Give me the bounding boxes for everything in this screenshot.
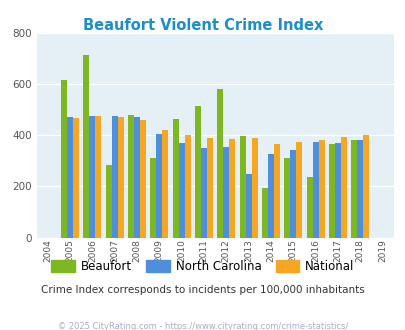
Bar xyxy=(194,106,200,238)
Bar xyxy=(273,144,279,238)
Bar xyxy=(356,140,362,238)
Bar xyxy=(312,143,318,238)
Bar xyxy=(162,130,168,238)
Bar xyxy=(229,139,235,238)
Bar xyxy=(200,148,207,238)
Bar xyxy=(128,115,134,238)
Bar xyxy=(261,188,267,238)
Bar xyxy=(362,135,369,238)
Bar xyxy=(207,138,213,238)
Bar xyxy=(217,89,223,238)
Bar xyxy=(61,80,67,238)
Bar xyxy=(156,134,162,238)
Legend: Beaufort, North Carolina, National: Beaufort, North Carolina, National xyxy=(47,255,358,278)
Bar xyxy=(150,158,156,238)
Bar xyxy=(105,165,111,238)
Bar xyxy=(290,150,296,238)
Bar xyxy=(239,136,245,238)
Text: Beaufort Violent Crime Index: Beaufort Violent Crime Index xyxy=(83,18,322,33)
Bar xyxy=(318,141,324,238)
Bar xyxy=(328,144,334,238)
Bar xyxy=(95,115,101,238)
Bar xyxy=(140,120,146,238)
Bar xyxy=(184,135,190,238)
Bar xyxy=(267,154,273,238)
Bar xyxy=(111,116,117,238)
Bar xyxy=(134,117,140,238)
Bar xyxy=(334,144,340,238)
Text: Crime Index corresponds to incidents per 100,000 inhabitants: Crime Index corresponds to incidents per… xyxy=(41,285,364,295)
Bar xyxy=(296,142,302,238)
Bar xyxy=(251,138,257,238)
Bar xyxy=(117,117,124,238)
Bar xyxy=(83,55,89,238)
Bar xyxy=(284,158,290,238)
Bar xyxy=(350,141,356,238)
Text: © 2025 CityRating.com - https://www.cityrating.com/crime-statistics/: © 2025 CityRating.com - https://www.city… xyxy=(58,322,347,330)
Bar xyxy=(73,118,79,238)
Bar xyxy=(172,119,178,238)
Bar xyxy=(223,147,229,238)
Bar xyxy=(89,116,95,238)
Bar xyxy=(178,144,184,238)
Bar xyxy=(306,177,312,238)
Bar xyxy=(340,137,346,238)
Bar xyxy=(245,174,251,238)
Bar xyxy=(67,117,73,238)
